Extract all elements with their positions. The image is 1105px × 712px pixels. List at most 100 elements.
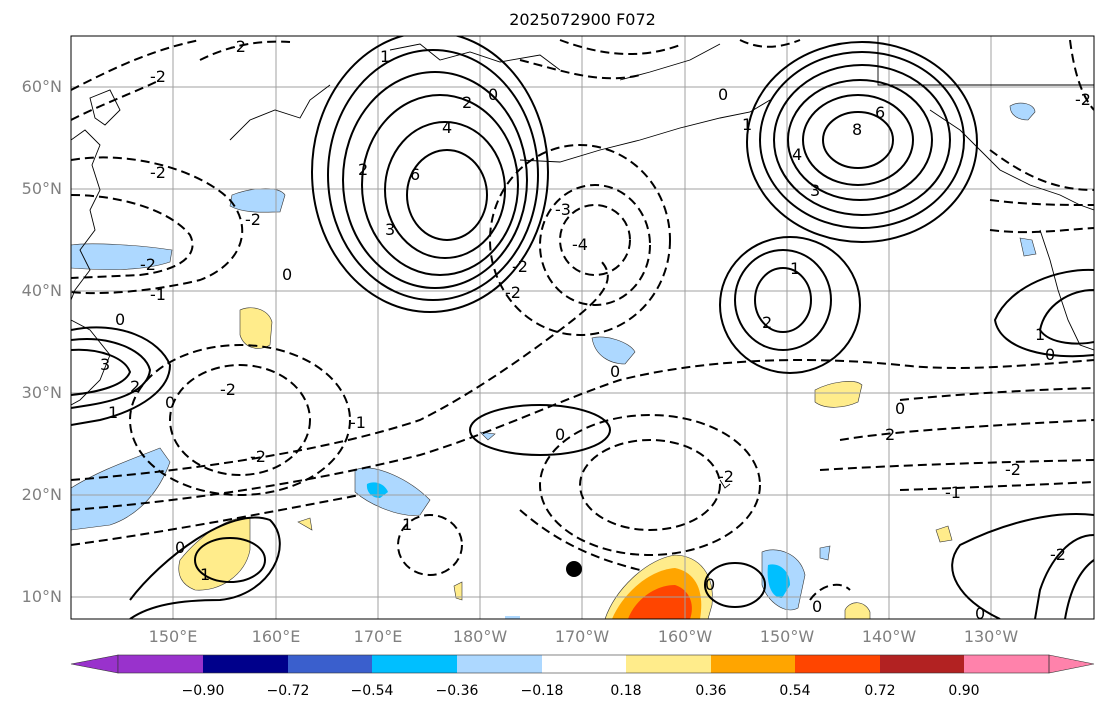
contour-label: -2 <box>245 210 261 229</box>
lon-label: 130°W <box>963 627 1019 646</box>
colorbar-tick-label: 0.72 <box>864 683 896 699</box>
colorbar-segment <box>964 655 1049 673</box>
contour-label: 0 <box>705 575 715 594</box>
lon-label: 150°W <box>759 627 815 646</box>
lat-label: 50°N <box>21 179 62 198</box>
contour-label: -1 <box>945 483 961 502</box>
colorbar-tick-label: −0.72 <box>266 683 310 699</box>
contour-label: -2 <box>250 447 266 466</box>
shade-negative-small <box>479 431 496 441</box>
contour-label: 8 <box>852 120 862 139</box>
contour-label: -2 <box>1075 90 1091 109</box>
colorbar-segment <box>880 655 964 673</box>
contour-label: -2 <box>230 37 246 56</box>
lon-label: 150°E <box>148 627 198 646</box>
shade-negative-150w-core <box>767 564 790 598</box>
shading-layer <box>71 102 1037 619</box>
lat-label: 40°N <box>21 281 62 300</box>
colorbar-tick-label: −0.36 <box>435 683 479 699</box>
contour-label: 1 <box>742 115 752 134</box>
contour-label: 1 <box>402 515 412 534</box>
map-title: 2025072900 F072 <box>509 10 656 29</box>
shade-positive-japan <box>239 307 273 349</box>
contour-label: 1 <box>1035 325 1045 344</box>
contour-label: -2 <box>505 283 521 302</box>
contour-label: 4 <box>442 118 452 137</box>
shade-positive-small3 <box>935 525 953 543</box>
colorbar-tick-label: −0.54 <box>350 683 394 699</box>
colorbar-segment <box>288 655 372 673</box>
shade-negative-wpac <box>71 447 171 531</box>
contour-label: 3 <box>100 355 110 374</box>
typhoon-position-dot <box>566 561 582 577</box>
contour-label: 0 <box>1045 345 1055 364</box>
contour-label: 0 <box>975 604 985 623</box>
colorbar-arrow-right-icon <box>1048 654 1095 674</box>
shade-positive-160w-core <box>628 585 692 619</box>
colorbar-segment <box>711 655 795 673</box>
contour-label: -2 <box>150 67 166 86</box>
contour-label: 0 <box>610 362 620 381</box>
contour-label: -2 <box>1005 460 1021 479</box>
shade-positive-140w <box>814 381 863 408</box>
shade-negative-mid <box>591 336 636 365</box>
colorbar-tick-label: −0.18 <box>520 683 564 699</box>
contour-label: 3 <box>810 181 820 200</box>
lon-label: 160°W <box>657 627 713 646</box>
contour-label: 0 <box>718 85 728 104</box>
contour-label: 4 <box>792 145 802 164</box>
colorbar-segment <box>795 655 880 673</box>
shade-negative-core <box>366 482 388 498</box>
colorbar-segment <box>457 655 542 673</box>
contour-label: 6 <box>875 103 885 122</box>
colorbar-tick-label: 0.36 <box>695 683 727 699</box>
contour-label: 3 <box>385 220 395 239</box>
lon-label: 170°E <box>353 627 403 646</box>
contour-label: 1 <box>790 259 800 278</box>
shade-negative-bc2 <box>1019 237 1037 257</box>
contour-label: -2 <box>220 380 236 399</box>
lon-label: 180°W <box>452 627 508 646</box>
contour-label: 0 <box>555 425 565 444</box>
contour-label: -2 <box>1050 545 1066 564</box>
contour-label: -3 <box>555 200 571 219</box>
negative-contours <box>71 39 1094 601</box>
contour-label: 0 <box>488 85 498 104</box>
lat-label: 60°N <box>21 77 62 96</box>
shade-positive-small1 <box>297 517 313 531</box>
contour-label: 2 <box>130 377 140 396</box>
shade-negative-south <box>505 616 520 619</box>
shade-negative-kuril <box>229 188 286 213</box>
contour-label: 1 <box>108 403 118 422</box>
colorbar-arrow-left-icon <box>70 654 119 674</box>
contour-label: 1 <box>380 47 390 66</box>
contour-label: 0 <box>115 310 125 329</box>
positive-contours <box>71 36 1094 619</box>
colorbar-segment <box>542 655 626 673</box>
colorbar <box>70 654 1095 674</box>
contour-label: 2 <box>762 313 772 332</box>
contour-label: 0 <box>165 393 175 412</box>
shade-negative-hawaii-west <box>354 467 431 516</box>
colorbar-tick-label: 0.54 <box>779 683 811 699</box>
contour-label: 0 <box>895 399 905 418</box>
colorbar-tick-label: −0.90 <box>181 683 225 699</box>
contour-label: 0 <box>175 538 185 557</box>
contour-label: 0 <box>812 597 822 616</box>
colorbar-segment <box>626 655 711 673</box>
contour-label: -2 <box>718 467 734 486</box>
shade-positive-small2 <box>453 581 463 601</box>
contour-label: -1 <box>350 413 366 432</box>
lon-label: 160°E <box>251 627 301 646</box>
shade-negative-japan <box>71 243 173 270</box>
contour-label: 2 <box>358 160 368 179</box>
contour-label: 2 <box>885 425 895 444</box>
colorbar-segment <box>372 655 457 673</box>
lon-label: 170°W <box>554 627 610 646</box>
contour-label: -1 <box>150 285 166 304</box>
shade-negative-spot <box>819 545 831 561</box>
lat-label: 20°N <box>21 485 62 504</box>
lon-label: 140°W <box>861 627 917 646</box>
shade-positive-small4 <box>844 602 871 619</box>
